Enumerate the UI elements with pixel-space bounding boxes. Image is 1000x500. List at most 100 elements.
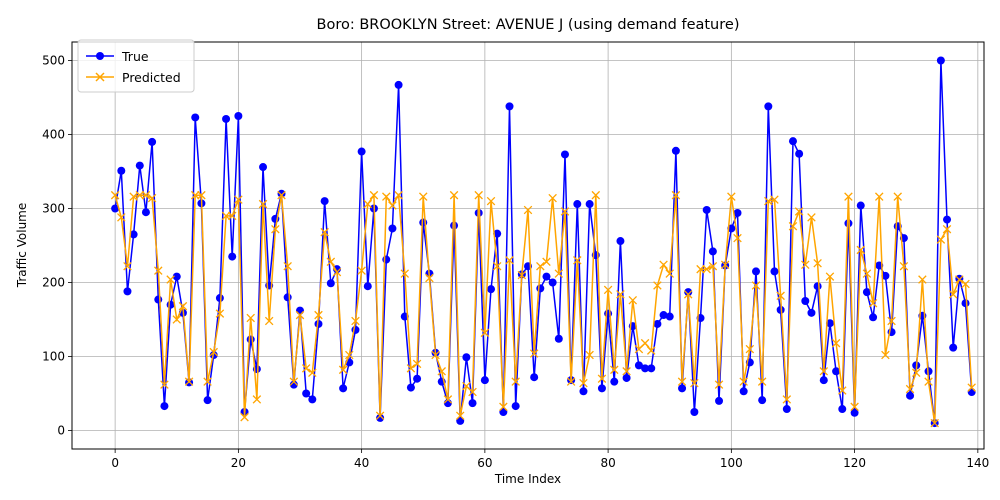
data-point-predicted [190, 190, 200, 200]
data-point-predicted [258, 199, 268, 209]
data-point-true [856, 201, 865, 210]
data-point-predicted [677, 377, 687, 386]
data-point-predicted [246, 313, 255, 323]
data-point-predicted [308, 368, 317, 378]
legend: True Predicted [77, 39, 195, 93]
data-point-true [283, 293, 292, 302]
data-point-predicted [893, 192, 902, 201]
data-point-predicted [881, 350, 890, 360]
data-point-predicted [794, 207, 804, 216]
data-point-predicted [400, 269, 410, 278]
data-point-predicted [640, 338, 650, 348]
data-point-predicted [437, 367, 446, 376]
data-point-predicted [653, 281, 662, 290]
legend-true-label: True [121, 49, 149, 64]
data-point-predicted [443, 395, 453, 404]
data-point-true [296, 306, 304, 315]
data-point-predicted [628, 296, 638, 305]
data-point-predicted [603, 285, 613, 295]
data-point-true [573, 200, 582, 209]
data-point-true [943, 215, 952, 224]
data-point-predicted [166, 275, 175, 284]
data-point-predicted [813, 259, 822, 268]
data-point-true [936, 56, 945, 65]
data-point-true [203, 396, 212, 405]
data-point-predicted [178, 301, 188, 311]
data-point-predicted [135, 190, 145, 200]
data-point-predicted [203, 377, 212, 386]
data-point-predicted [382, 192, 391, 201]
data-point-true [376, 413, 385, 422]
data-point-predicted [918, 275, 927, 284]
y-tick-label: 300 [42, 202, 65, 216]
data-point-predicted [856, 245, 866, 255]
data-point-predicted [801, 260, 810, 269]
data-point-predicted [887, 316, 896, 326]
data-point-predicted [492, 261, 502, 271]
data-point-predicted [573, 256, 582, 265]
data-point-true [788, 137, 797, 146]
data-point-true [579, 387, 588, 396]
data-point-true [869, 313, 878, 322]
series-line-true [114, 60, 973, 424]
data-point-predicted [720, 260, 730, 269]
data-point-true [234, 112, 243, 120]
legend-predicted-label: Predicted [122, 70, 181, 85]
data-point-predicted [862, 269, 872, 278]
data-point-predicted [924, 377, 933, 386]
data-point-true [862, 288, 871, 297]
data-point-true [536, 284, 545, 293]
data-point-true [141, 208, 150, 217]
data-point-true [690, 408, 699, 416]
data-point-predicted [930, 418, 939, 428]
data-point-predicted [745, 344, 755, 354]
data-point-predicted [283, 261, 292, 271]
data-point-predicted [197, 190, 206, 200]
data-point-true [813, 282, 822, 291]
data-point-true [739, 387, 748, 396]
data-point-predicted [209, 347, 218, 357]
y-tick-label: 200 [42, 276, 65, 290]
y-tick-label: 0 [57, 424, 65, 438]
data-point-predicted [868, 298, 878, 308]
x-axis-ticks: 0 20 40 60 80 100 120 140 [111, 449, 989, 470]
data-point-true [394, 80, 403, 89]
data-point-true [702, 205, 711, 214]
data-point-predicted [455, 411, 465, 420]
data-point-true [967, 388, 976, 397]
data-point-predicted [610, 365, 619, 375]
data-point-predicted [320, 227, 329, 237]
data-point-predicted [215, 309, 225, 318]
data-point-predicted [332, 267, 342, 277]
data-point-predicted [757, 377, 767, 386]
data-point-predicted [807, 213, 816, 222]
data-point-true [659, 311, 668, 320]
data-point-predicted [449, 190, 459, 200]
data-point-true [560, 150, 569, 159]
y-tick-label: 100 [42, 350, 65, 364]
data-point-predicted [271, 224, 280, 234]
data-point-true [597, 384, 606, 393]
data-point-predicted [221, 211, 231, 221]
data-point-predicted [523, 205, 533, 215]
data-point-true [832, 367, 841, 376]
data-point-predicted [536, 261, 545, 271]
data-point-predicted [277, 190, 286, 200]
data-point-predicted [560, 207, 570, 216]
data-point-true [530, 373, 539, 382]
data-point-predicted [160, 380, 169, 389]
legend-true-marker [96, 52, 104, 60]
data-point-predicted [942, 224, 952, 234]
data-point-predicted [911, 368, 921, 378]
data-point-predicted [499, 402, 508, 412]
data-point-true [148, 137, 157, 146]
data-point-true [776, 305, 785, 314]
data-point-true [456, 416, 465, 425]
data-point-predicted [289, 377, 299, 386]
data-point-predicted [714, 380, 724, 389]
data-point-true [548, 278, 557, 287]
y-tick-label: 500 [42, 54, 65, 68]
data-point-true [678, 384, 687, 393]
data-point-predicted [616, 290, 625, 299]
